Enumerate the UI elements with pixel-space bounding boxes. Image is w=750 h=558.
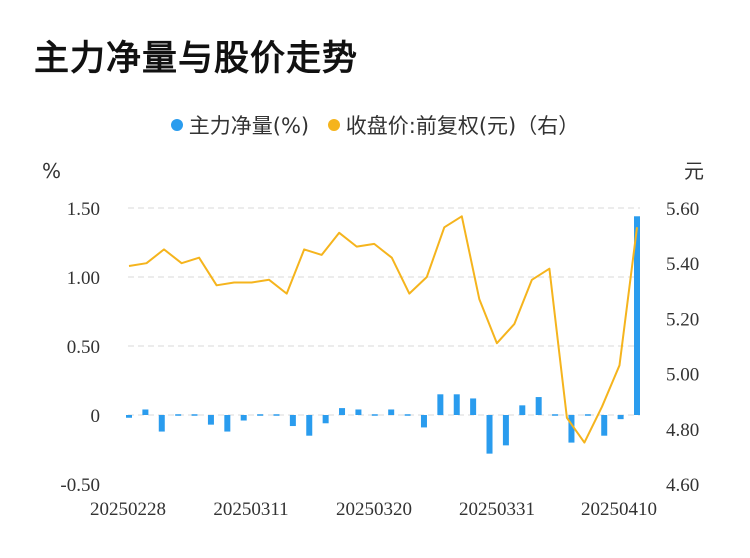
net-volume-bar (617, 415, 624, 420)
x-tick-label: 20250228 (90, 499, 166, 520)
legend-dot-blue (170, 119, 183, 131)
close-price-line (128, 215, 638, 444)
left-tick-label: 1.50 (67, 199, 100, 220)
right-axis-ticks: 5.60 5.40 5.20 5.00 4.80 4.60 (666, 199, 699, 496)
net-volume-bar (519, 405, 526, 415)
net-volume-bar (224, 415, 231, 432)
net-volume-bar (355, 409, 362, 415)
right-tick-label: 4.60 (666, 475, 699, 496)
legend-item-close-price[interactable]: 收盘价:前复权(元)（右） (327, 110, 580, 140)
left-tick-label: 0.50 (67, 337, 100, 358)
left-axis-unit: % (42, 159, 61, 183)
net-volume-bar (601, 415, 608, 436)
net-volume-bar (552, 414, 559, 416)
net-volume-bar (175, 414, 182, 416)
net-volume-bar (453, 394, 460, 415)
net-volume-bar (191, 414, 198, 416)
net-volume-bar (437, 394, 444, 415)
net-volume-bar (126, 415, 132, 418)
left-tick-label: -0.50 (60, 475, 100, 496)
net-volume-bar (240, 415, 247, 421)
net-volume-bar (584, 414, 591, 416)
net-volume-bar (306, 415, 313, 436)
x-axis-ticks: 20250228 20250311 20250320 20250331 20250410 (90, 499, 657, 520)
net-volume-bar (470, 398, 477, 415)
net-volume-bar (371, 414, 378, 416)
legend-item-net-volume[interactable]: 主力净量(%) (170, 110, 310, 140)
legend-label-close-price: 收盘价:前复权(元)（右） (345, 114, 580, 138)
legend-dot-yellow (327, 119, 340, 131)
right-axis-unit: 元 (684, 159, 704, 183)
right-tick-label: 5.40 (666, 254, 699, 275)
right-tick-label: 5.00 (666, 365, 699, 386)
x-tick-label: 20250410 (581, 499, 657, 520)
legend: 主力净量(%) 收盘价:前复权(元)（右） (0, 110, 750, 140)
net-volume-bar (486, 415, 493, 454)
net-volume-bar (634, 216, 640, 415)
net-volume-bar (339, 408, 346, 415)
x-tick-label: 20250311 (213, 499, 288, 520)
net-volume-bar (142, 409, 149, 415)
net-volume-bar (404, 414, 411, 416)
net-volume-bar (388, 409, 395, 415)
left-tick-label: 1.00 (67, 268, 100, 289)
net-volume-bar (207, 415, 214, 425)
net-volume-bar (420, 415, 427, 428)
line-series (128, 215, 638, 444)
legend-label-net-volume: 主力净量(%) (188, 114, 310, 138)
net-volume-bar (257, 414, 264, 416)
x-tick-label: 20250331 (459, 499, 535, 520)
right-tick-label: 4.80 (666, 420, 699, 441)
right-tick-label: 5.20 (666, 309, 699, 330)
chart-title: 主力净量与股价走势 (34, 39, 359, 79)
net-volume-bar (158, 415, 165, 432)
x-tick-label: 20250320 (336, 499, 412, 520)
right-tick-label: 5.60 (666, 199, 699, 220)
net-volume-bar (535, 397, 542, 415)
net-volume-bar (273, 414, 280, 416)
net-volume-bar (568, 415, 575, 443)
net-volume-bar (289, 415, 296, 427)
net-volume-bar (322, 415, 329, 424)
bar-series (126, 216, 640, 454)
net-volume-bar (502, 415, 509, 446)
left-axis-ticks: 1.50 1.00 0.50 0 -0.50 (60, 199, 100, 496)
left-tick-label: 0 (91, 406, 101, 427)
